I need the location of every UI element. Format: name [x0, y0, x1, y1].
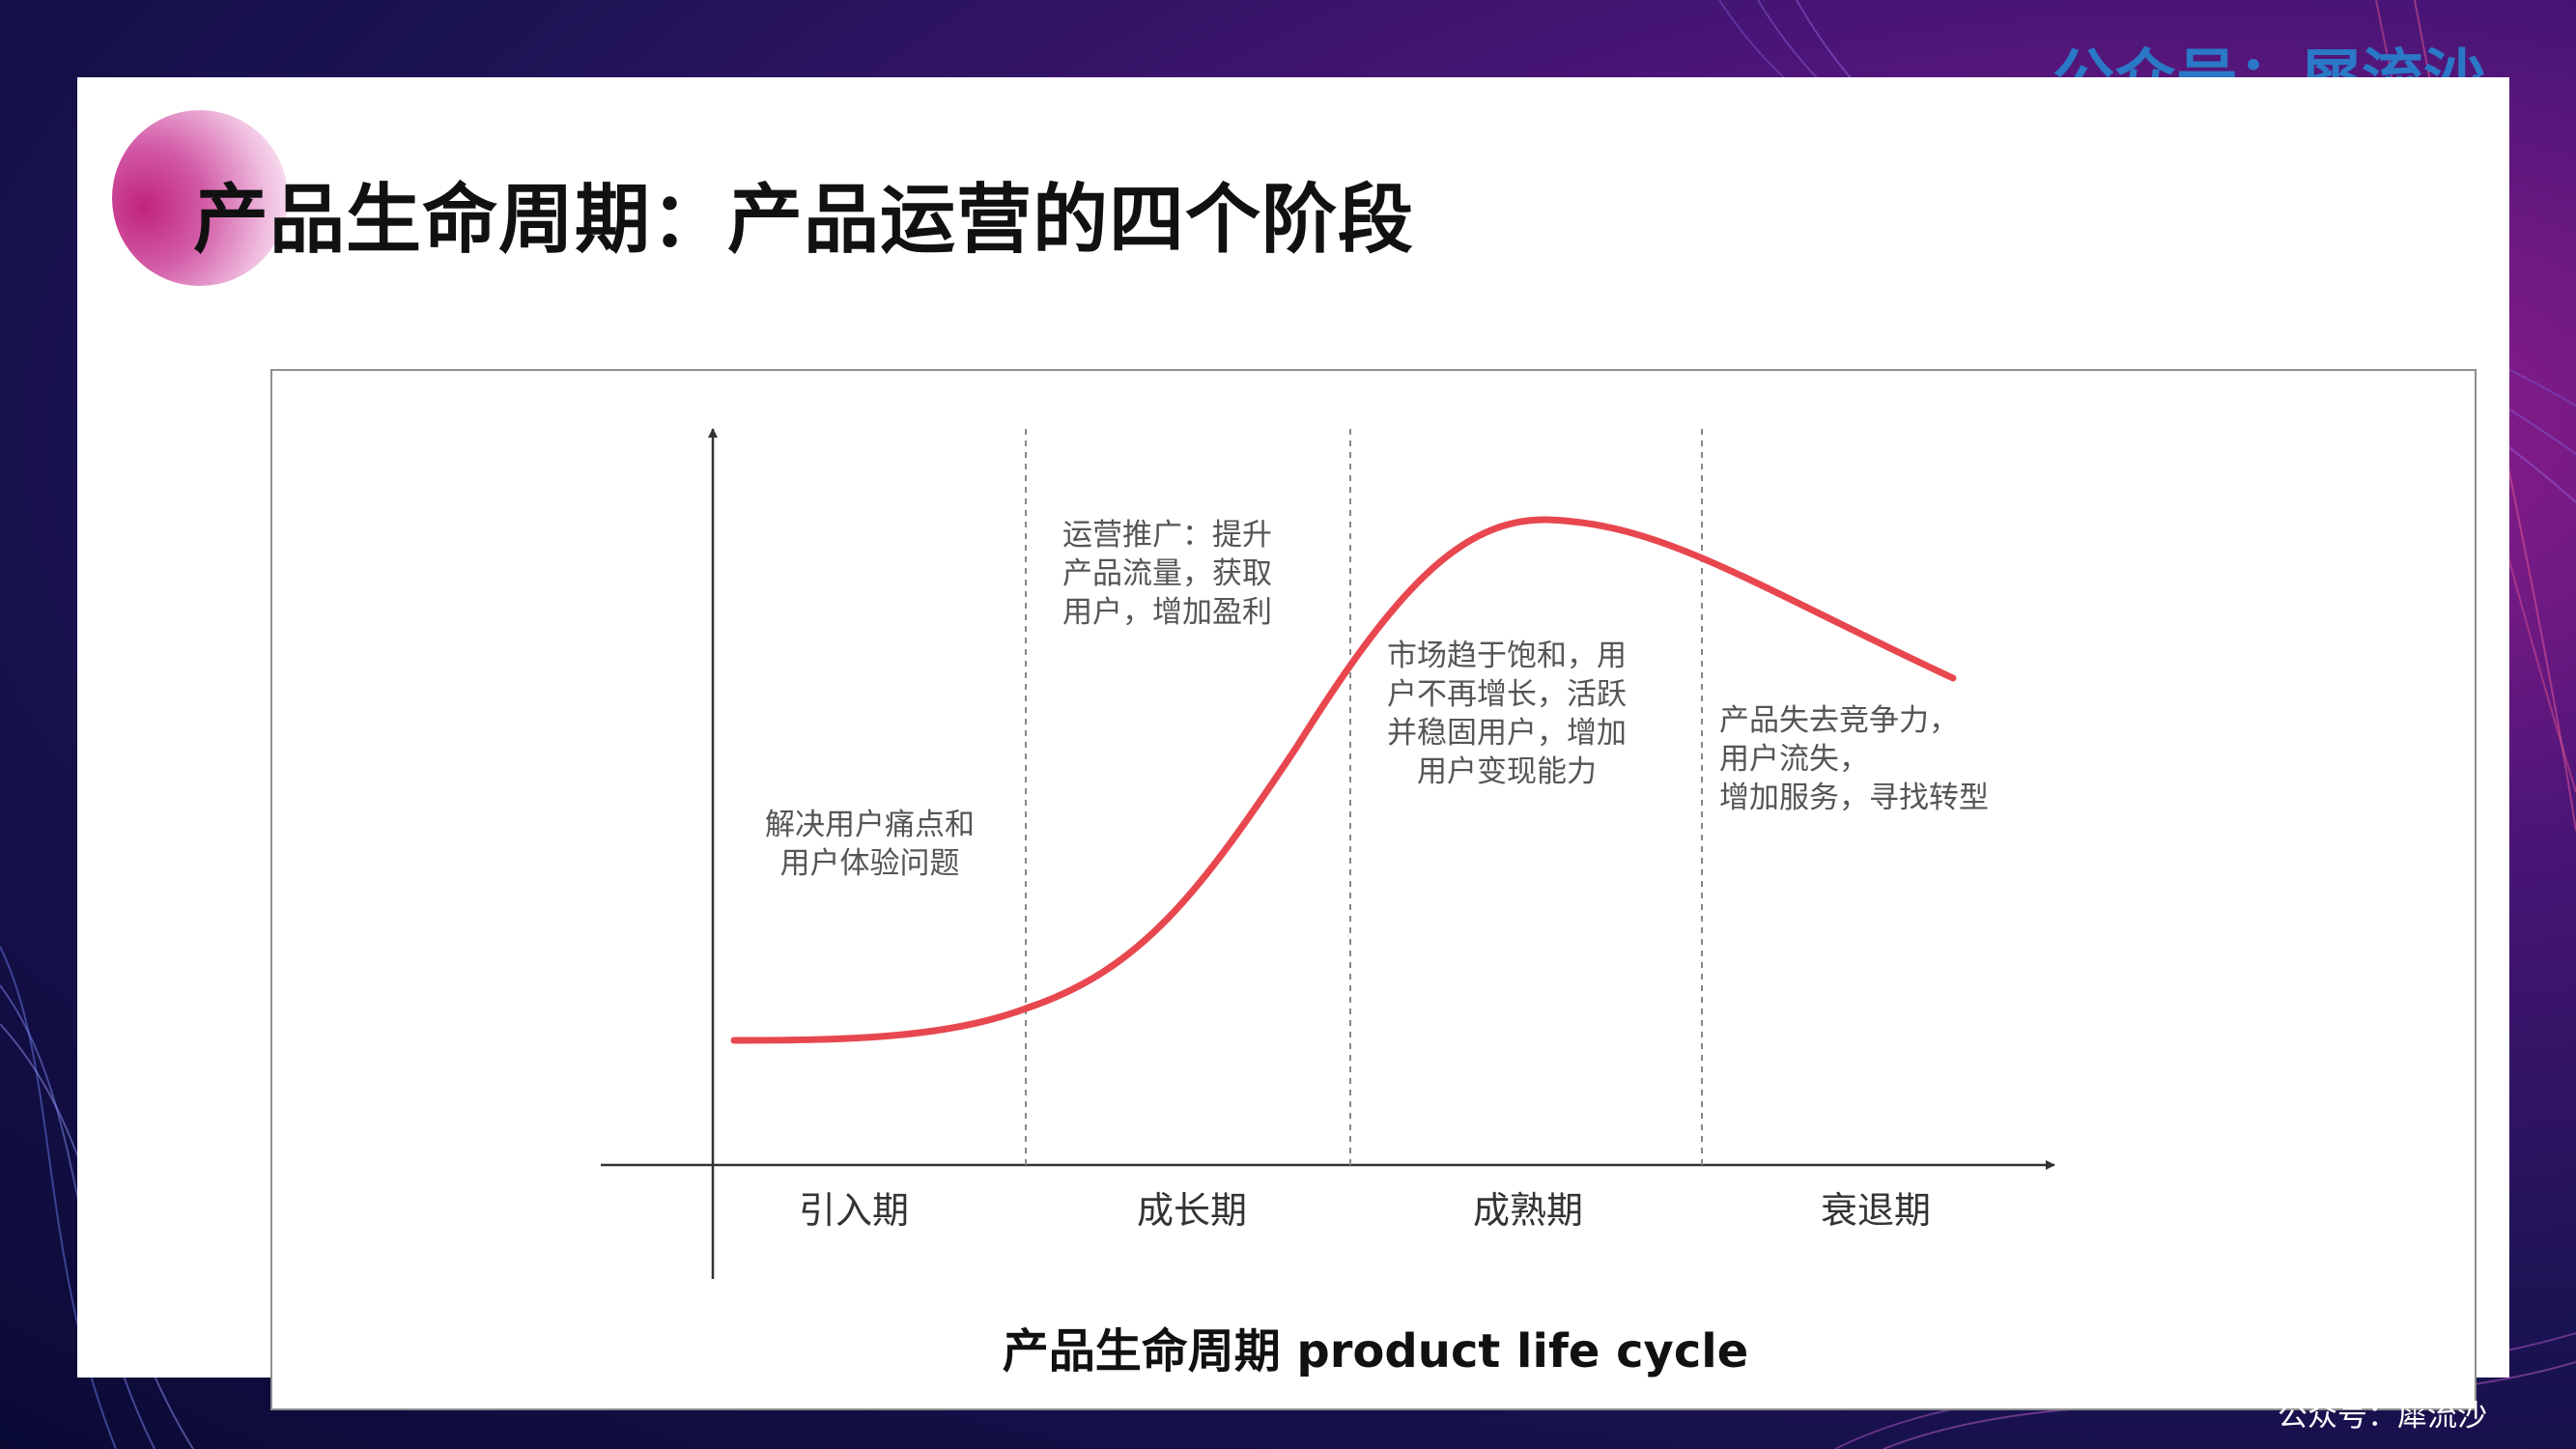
slide-title: 产品生命周期：产品运营的四个阶段 — [193, 177, 1415, 264]
stage-note-maturity: 市场趋于饱和，用 户不再增长，活跃 并稳固用户，增加 用户变现能力 — [1387, 637, 1627, 791]
stage-label-decline: 衰退期 — [1820, 1189, 1932, 1232]
slide-card: 产品生命周期：产品运营的四个阶段 解决用户痛点和 用户体验问题 运营推广：提升 … — [77, 77, 2509, 1410]
stage-note-decline: 产品失去竞争力， 用户流失， 增加服务，寻找转型 — [1719, 701, 1989, 817]
note-line: 产品失去竞争力， — [1719, 703, 1959, 738]
note-line: 用户体验问题 — [779, 846, 960, 881]
stage-note-growth: 运营推广：提升 产品流量，获取 用户，增加盈利 — [1062, 516, 1272, 632]
note-line: 运营推广：提升 — [1062, 518, 1272, 553]
stage-label-growth: 成长期 — [1136, 1189, 1248, 1232]
diagram-caption: 产品生命周期 product life cycle — [1002, 1324, 1749, 1378]
stage-label-maturity: 成熟期 — [1472, 1189, 1584, 1232]
note-line: 用户变现能力 — [1417, 754, 1597, 789]
note-line: 增加服务，寻找转型 — [1719, 781, 1989, 815]
note-line: 用户流失， — [1719, 742, 1869, 777]
lifecycle-diagram — [601, 428, 2055, 1279]
stage-label-introduction: 引入期 — [798, 1189, 910, 1232]
watermark-bottom: 公众号：犀流沙 — [2278, 1399, 2487, 1434]
note-line: 产品流量，获取 — [1062, 556, 1272, 591]
lifecycle-curve — [730, 516, 1957, 1044]
note-line: 解决用户痛点和 — [765, 808, 975, 842]
title-decoration-circle — [112, 110, 288, 286]
diagram-frame: 解决用户痛点和 用户体验问题 运营推广：提升 产品流量，获取 用户，增加盈利 市… — [270, 369, 2477, 1410]
note-line: 用户，增加盈利 — [1062, 595, 1272, 630]
note-line: 并稳固用户，增加 — [1387, 716, 1627, 751]
stage-note-introduction: 解决用户痛点和 用户体验问题 — [765, 806, 975, 883]
note-line: 户不再增长，活跃 — [1387, 677, 1627, 712]
note-line: 市场趋于饱和，用 — [1387, 639, 1627, 673]
